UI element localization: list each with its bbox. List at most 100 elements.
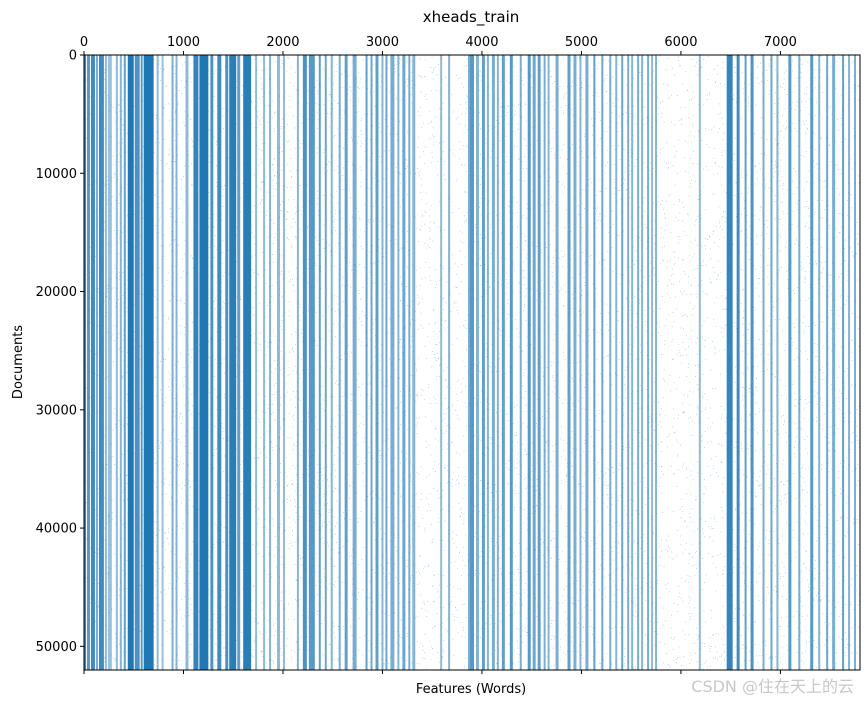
scatter-point	[125, 288, 127, 290]
scatter-point	[801, 261, 802, 263]
scatter-point	[705, 209, 706, 211]
scatter-point	[257, 370, 259, 372]
scatter-point	[719, 272, 721, 274]
scatter-point	[480, 154, 481, 155]
scatter-point	[496, 370, 497, 372]
scatter-point	[722, 155, 723, 156]
scatter-point	[143, 146, 144, 147]
scatter-point	[260, 349, 262, 351]
scatter-point	[614, 148, 616, 150]
scatter-point	[694, 96, 695, 98]
scatter-point	[801, 429, 802, 430]
scatter-point	[435, 625, 436, 627]
scatter-point	[525, 404, 527, 406]
scatter-point	[110, 398, 111, 399]
scatter-point	[189, 582, 191, 584]
scatter-point	[769, 90, 771, 91]
scatter-point	[783, 78, 785, 80]
scatter-point	[522, 630, 524, 632]
scatter-point	[424, 527, 426, 529]
scatter-point	[649, 460, 651, 462]
scatter-point	[653, 631, 655, 633]
scatter-point	[214, 522, 216, 524]
scatter-point	[809, 570, 810, 571]
scatter-point	[558, 397, 560, 399]
scatter-point	[689, 195, 690, 197]
scatter-point	[320, 582, 322, 583]
scatter-point	[142, 565, 144, 567]
scatter-point	[321, 408, 323, 409]
scatter-point	[222, 240, 224, 242]
scatter-point	[294, 206, 296, 208]
scatter-point	[551, 391, 553, 393]
scatter-point	[518, 179, 520, 181]
scatter-point	[425, 416, 426, 418]
scatter-point	[334, 455, 335, 456]
scatter-point	[356, 379, 358, 381]
scatter-point	[431, 524, 433, 525]
scatter-point	[588, 373, 590, 375]
scatter-point	[708, 526, 709, 528]
scatter-point	[686, 89, 688, 91]
scatter-point	[358, 98, 360, 100]
scatter-point	[630, 113, 631, 114]
scatter-point	[721, 417, 722, 419]
scatter-point	[595, 421, 597, 422]
scatter-point	[817, 344, 819, 346]
scatter-point	[705, 166, 707, 167]
scatter-point	[399, 206, 401, 208]
scatter-point	[434, 601, 435, 603]
scatter-point	[816, 163, 818, 165]
scatter-point	[488, 437, 490, 438]
scatter-point	[840, 346, 842, 348]
scatter-point	[437, 161, 439, 162]
scatter-point	[174, 458, 176, 460]
scatter-point	[214, 308, 216, 310]
scatter-point	[578, 400, 579, 402]
scatter-point	[450, 149, 451, 151]
scatter-point	[607, 232, 609, 233]
scatter-point	[115, 306, 117, 308]
scatter-point	[660, 441, 662, 442]
scatter-point	[720, 331, 722, 333]
scatter-point	[526, 454, 528, 455]
scatter-point	[224, 394, 225, 396]
scatter-point	[190, 77, 191, 79]
scatter-point	[824, 668, 826, 670]
scatter-point	[662, 607, 664, 609]
scatter-point	[253, 236, 255, 238]
scatter-point	[666, 436, 668, 438]
scatter-point	[333, 220, 334, 222]
scatter-point	[435, 428, 437, 430]
scatter-point	[363, 424, 365, 425]
scatter-point	[671, 121, 672, 123]
scatter-point	[722, 336, 724, 338]
scatter-point	[516, 593, 518, 594]
scatter-point	[817, 200, 818, 201]
scatter-point	[841, 638, 843, 640]
scatter-point	[490, 615, 492, 616]
scatter-point	[653, 557, 654, 559]
scatter-point	[439, 108, 441, 110]
scatter-point	[633, 106, 635, 107]
scatter-point	[800, 350, 801, 352]
scatter-point	[716, 297, 718, 299]
scatter-point	[457, 379, 459, 381]
scatter-point	[735, 328, 737, 329]
scatter-point	[342, 301, 344, 302]
scatter-point	[532, 410, 533, 412]
scatter-point	[348, 229, 350, 231]
scatter-point	[831, 425, 833, 427]
scatter-point	[326, 491, 328, 493]
scatter-point	[228, 565, 230, 567]
scatter-point	[429, 208, 431, 210]
scatter-point	[406, 85, 408, 87]
scatter-point	[850, 604, 852, 605]
scatter-point	[431, 542, 433, 544]
scatter-point	[801, 64, 803, 65]
scatter-point	[463, 325, 464, 326]
scatter-point	[784, 72, 785, 74]
scatter-point	[530, 325, 532, 326]
scatter-point	[119, 153, 120, 155]
scatter-point	[119, 595, 120, 596]
